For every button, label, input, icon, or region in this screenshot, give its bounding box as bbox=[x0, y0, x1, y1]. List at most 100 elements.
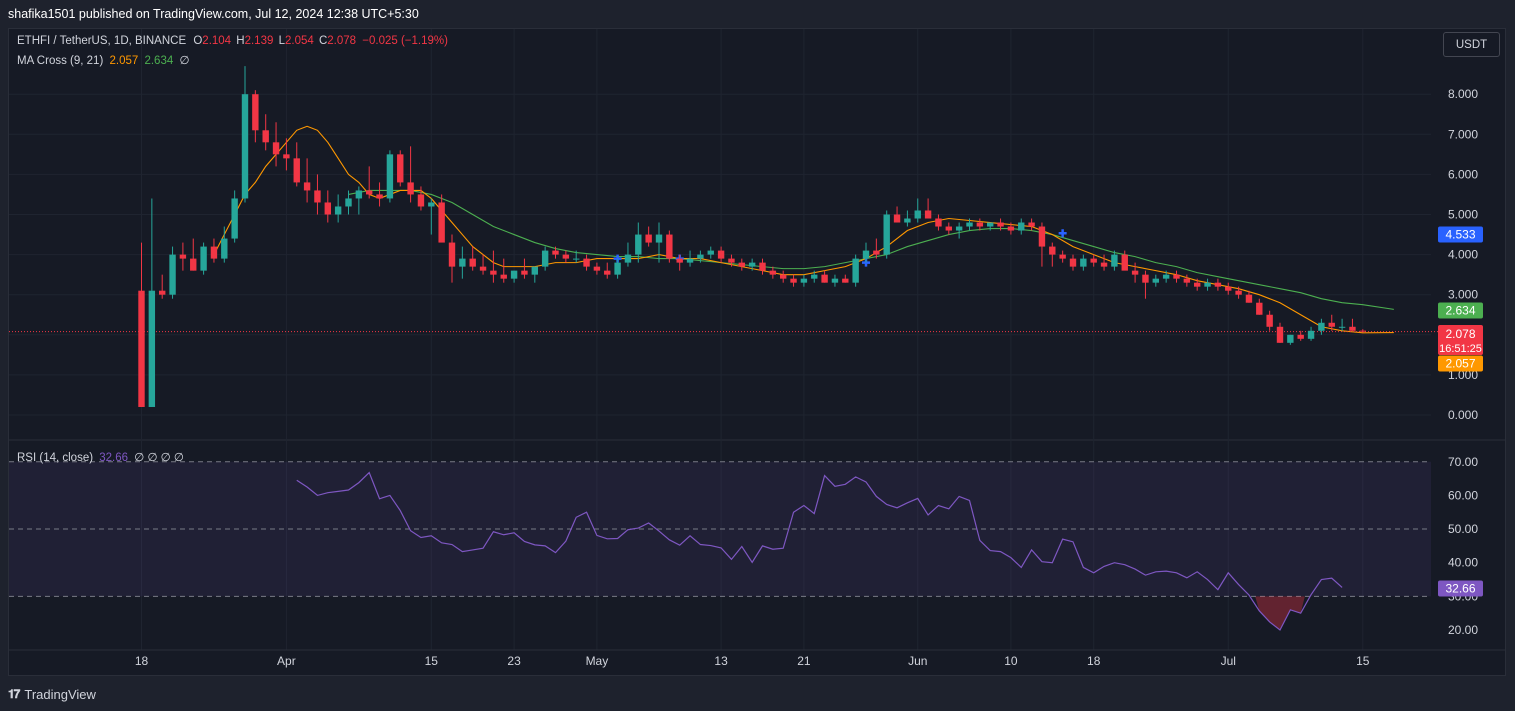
candle bbox=[324, 190, 331, 223]
candle-body bbox=[1256, 302, 1263, 315]
candle bbox=[593, 262, 601, 275]
rsi-tick-label: 20.00 bbox=[1448, 623, 1478, 637]
candle bbox=[1100, 254, 1108, 271]
candle-body bbox=[500, 274, 507, 279]
candle bbox=[883, 210, 890, 259]
symbol-legend[interactable]: ETHFI / TetherUS, 1D, BINANCE O2.104 H2.… bbox=[17, 35, 448, 47]
candle-body bbox=[283, 154, 290, 159]
ma-legend[interactable]: MA Cross (9, 21) 2.057 2.634 ∅ bbox=[17, 53, 189, 67]
candle bbox=[366, 166, 373, 199]
candle-body bbox=[407, 182, 414, 195]
ma-slow-value: 2.634 bbox=[144, 55, 174, 67]
candle bbox=[231, 190, 238, 243]
candle-body bbox=[862, 250, 870, 259]
candle bbox=[624, 242, 632, 267]
candle bbox=[469, 246, 476, 271]
rsi-line bbox=[296, 471, 1343, 631]
candle bbox=[655, 222, 663, 263]
candle bbox=[428, 198, 435, 235]
candle-body bbox=[1276, 326, 1284, 343]
candle bbox=[1287, 334, 1294, 345]
candle bbox=[1194, 278, 1201, 291]
candle-body bbox=[738, 262, 745, 267]
candle-body bbox=[1338, 326, 1346, 328]
candle-body bbox=[1235, 290, 1242, 295]
ma-title[interactable]: MA Cross (9, 21) bbox=[17, 55, 104, 67]
candle bbox=[997, 218, 1004, 231]
candle-body bbox=[748, 262, 756, 267]
candle-body bbox=[190, 258, 197, 271]
date-tick-label: Apr bbox=[277, 654, 296, 668]
candle bbox=[1245, 290, 1253, 303]
candle bbox=[852, 254, 859, 287]
last-price-badge-bg bbox=[1438, 325, 1483, 355]
candle-body bbox=[221, 238, 228, 259]
candle-body bbox=[1287, 334, 1294, 343]
candle-body bbox=[769, 270, 777, 275]
tradingview-footer[interactable]: 𝟏𝟕 TradingView bbox=[8, 684, 96, 704]
candle-body bbox=[1225, 286, 1232, 291]
candle bbox=[490, 250, 497, 283]
symbol-title[interactable]: ETHFI / TetherUS, 1D, BINANCE bbox=[17, 35, 187, 47]
price-tick-label: 0.000 bbox=[1448, 408, 1478, 422]
ma-slow-badge-text: 2.634 bbox=[1445, 304, 1475, 318]
candle-body bbox=[976, 222, 984, 227]
candle-body bbox=[1038, 226, 1046, 247]
candle-body bbox=[893, 214, 901, 223]
rsi-legend[interactable]: RSI (14, close) 32.66 ∅ ∅ ∅ ∅ bbox=[17, 450, 184, 464]
candle-body bbox=[1018, 222, 1025, 231]
candle bbox=[541, 246, 549, 271]
candle bbox=[272, 122, 280, 167]
candle bbox=[862, 242, 870, 263]
candle bbox=[1318, 318, 1325, 335]
candle-body bbox=[366, 190, 373, 195]
candle bbox=[604, 262, 611, 279]
candle-body bbox=[562, 254, 570, 259]
candle-body bbox=[490, 270, 497, 275]
candle-body bbox=[469, 258, 476, 267]
candle-body bbox=[583, 258, 590, 267]
cross-price-badge-bg bbox=[1438, 226, 1483, 243]
candle bbox=[842, 274, 849, 283]
currency-button[interactable]: USDT bbox=[1443, 32, 1500, 57]
candle bbox=[1349, 318, 1356, 331]
candle bbox=[1266, 310, 1273, 331]
candle-body bbox=[479, 266, 487, 271]
candle-body bbox=[510, 270, 518, 279]
candle bbox=[386, 150, 394, 203]
candle bbox=[376, 182, 383, 207]
candle-body bbox=[831, 278, 839, 283]
rsi-title[interactable]: RSI (14, close) bbox=[17, 452, 94, 464]
chart-frame[interactable] bbox=[8, 28, 1506, 676]
rsi-value-badge-text: 32.66 bbox=[1445, 582, 1475, 596]
last-price-badge: 2.078 16:51:25 bbox=[1438, 325, 1483, 355]
candle-body bbox=[200, 246, 207, 271]
candle bbox=[987, 222, 994, 231]
candle bbox=[459, 246, 466, 279]
candle bbox=[821, 270, 828, 283]
candle bbox=[138, 242, 145, 407]
price-tick-label: 7.000 bbox=[1448, 127, 1478, 141]
cross-price-badge-text: 4.533 bbox=[1445, 228, 1475, 242]
tradingview-logo-icon: 𝟏𝟕 bbox=[8, 686, 20, 701]
candle bbox=[552, 246, 559, 259]
candle-body bbox=[262, 130, 269, 143]
candle bbox=[262, 114, 269, 151]
candle bbox=[676, 254, 683, 271]
candle bbox=[873, 238, 880, 259]
ma-cross-marker bbox=[1058, 229, 1067, 238]
candle-body bbox=[293, 158, 300, 183]
candle-body bbox=[987, 222, 994, 227]
candle bbox=[666, 230, 673, 263]
candle-body bbox=[697, 254, 704, 259]
candle-body bbox=[655, 234, 663, 243]
candle-body bbox=[997, 222, 1004, 227]
candle-body bbox=[811, 274, 818, 279]
rsi-tick-label: 50.00 bbox=[1448, 522, 1478, 536]
candle-body bbox=[324, 202, 331, 215]
candle-body bbox=[1194, 282, 1201, 287]
high-value: 2.139 bbox=[244, 35, 274, 47]
candle bbox=[221, 226, 228, 263]
low-label: L bbox=[278, 35, 285, 47]
